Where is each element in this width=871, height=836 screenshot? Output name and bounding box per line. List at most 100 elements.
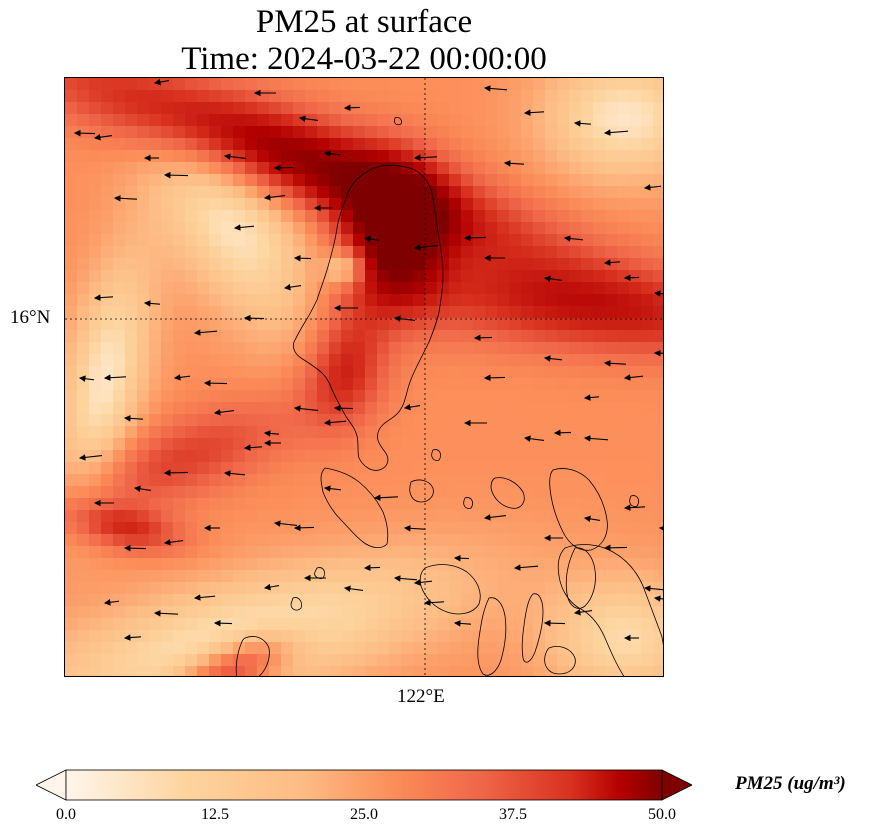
pm25-cell bbox=[497, 618, 510, 631]
pm25-cell bbox=[293, 426, 306, 439]
pm25-cell bbox=[305, 126, 318, 139]
pm25-cell bbox=[101, 306, 114, 319]
pm25-cell bbox=[605, 138, 618, 151]
pm25-cell bbox=[209, 282, 222, 295]
pm25-cell bbox=[437, 642, 450, 655]
pm25-cell bbox=[485, 234, 498, 247]
pm25-cell bbox=[137, 630, 150, 643]
pm25-cell bbox=[257, 342, 270, 355]
pm25-cell bbox=[569, 582, 582, 595]
pm25-cell bbox=[605, 150, 618, 163]
pm25-cell bbox=[137, 330, 150, 343]
pm25-cell bbox=[113, 594, 126, 607]
pm25-cell bbox=[557, 390, 570, 403]
pm25-cell bbox=[137, 378, 150, 391]
pm25-cell bbox=[437, 666, 450, 676]
colorbar-gradient bbox=[66, 770, 662, 800]
pm25-cell bbox=[185, 390, 198, 403]
pm25-cell bbox=[533, 474, 546, 487]
pm25-cell bbox=[281, 198, 294, 211]
pm25-cell bbox=[497, 270, 510, 283]
pm25-cell bbox=[269, 366, 282, 379]
pm25-cell bbox=[257, 306, 270, 319]
pm25-cell bbox=[245, 354, 258, 367]
pm25-cell bbox=[545, 354, 558, 367]
pm25-cell bbox=[197, 186, 210, 199]
wind-arrow bbox=[513, 564, 539, 571]
pm25-cell bbox=[113, 222, 126, 235]
pm25-cell bbox=[581, 558, 594, 571]
pm25-cell bbox=[245, 474, 258, 487]
pm25-cell bbox=[521, 450, 534, 463]
pm25-cell bbox=[485, 666, 498, 676]
pm25-cell bbox=[413, 126, 426, 139]
pm25-cell bbox=[617, 414, 630, 427]
pm25-cell bbox=[305, 498, 318, 511]
pm25-cell bbox=[389, 486, 402, 499]
pm25-cell bbox=[389, 594, 402, 607]
pm25-cell bbox=[161, 270, 174, 283]
pm25-cell bbox=[545, 426, 558, 439]
pm25-cell bbox=[293, 558, 306, 571]
pm25-cell bbox=[209, 390, 222, 403]
pm25-cell bbox=[581, 222, 594, 235]
pm25-cell bbox=[197, 438, 210, 451]
pm25-cell bbox=[269, 282, 282, 295]
pm25-cell bbox=[629, 78, 642, 91]
pm25-cell bbox=[425, 378, 438, 391]
pm25-cell bbox=[125, 594, 138, 607]
pm25-cell bbox=[497, 558, 510, 571]
pm25-cell bbox=[65, 534, 78, 547]
pm25-cell bbox=[341, 618, 354, 631]
pm25-cell bbox=[413, 666, 426, 676]
pm25-cell bbox=[269, 114, 282, 127]
pm25-cell bbox=[137, 498, 150, 511]
pm25-cell bbox=[653, 426, 663, 439]
pm25-cell bbox=[329, 114, 342, 127]
pm25-cell bbox=[137, 114, 150, 127]
pm25-cell bbox=[305, 258, 318, 271]
pm25-cell bbox=[557, 90, 570, 103]
pm25-cell bbox=[473, 234, 486, 247]
pm25-cell bbox=[161, 606, 174, 619]
coastline-cebu bbox=[521, 593, 544, 663]
pm25-cell bbox=[65, 330, 78, 343]
pm25-cell bbox=[485, 186, 498, 199]
pm25-cell bbox=[149, 666, 162, 676]
pm25-cell bbox=[413, 654, 426, 667]
pm25-cell bbox=[641, 510, 654, 523]
pm25-cell bbox=[89, 210, 102, 223]
pm25-cell bbox=[353, 426, 366, 439]
pm25-cell bbox=[89, 630, 102, 643]
pm25-cell bbox=[605, 270, 618, 283]
pm25-cell bbox=[137, 126, 150, 139]
pm25-cell bbox=[125, 198, 138, 211]
pm25-cell bbox=[149, 570, 162, 583]
pm25-cell bbox=[365, 186, 378, 199]
pm25-cell bbox=[317, 354, 330, 367]
pm25-cell bbox=[533, 150, 546, 163]
pm25-cell bbox=[497, 630, 510, 643]
pm25-cell bbox=[317, 306, 330, 319]
wind-arrow bbox=[213, 619, 233, 627]
pm25-cell bbox=[425, 234, 438, 247]
pm25-cell bbox=[509, 474, 522, 487]
pm25-cell bbox=[113, 510, 126, 523]
pm25-cell bbox=[485, 570, 498, 583]
pm25-cell bbox=[377, 534, 390, 547]
pm25-cell bbox=[233, 486, 246, 499]
pm25-cell bbox=[209, 102, 222, 115]
pm25-cell bbox=[209, 354, 222, 367]
pm25-cell bbox=[149, 234, 162, 247]
wind-arrow bbox=[263, 583, 280, 591]
pm25-cell bbox=[425, 558, 438, 571]
pm25-cell bbox=[113, 366, 126, 379]
pm25-cell bbox=[209, 78, 222, 91]
pm25-cell bbox=[281, 546, 294, 559]
pm25-cell bbox=[413, 462, 426, 475]
pm25-cell bbox=[317, 474, 330, 487]
pm25-cell bbox=[581, 486, 594, 499]
coastline-palawan bbox=[235, 636, 270, 676]
pm25-cell bbox=[65, 462, 78, 475]
pm25-cell bbox=[569, 282, 582, 295]
